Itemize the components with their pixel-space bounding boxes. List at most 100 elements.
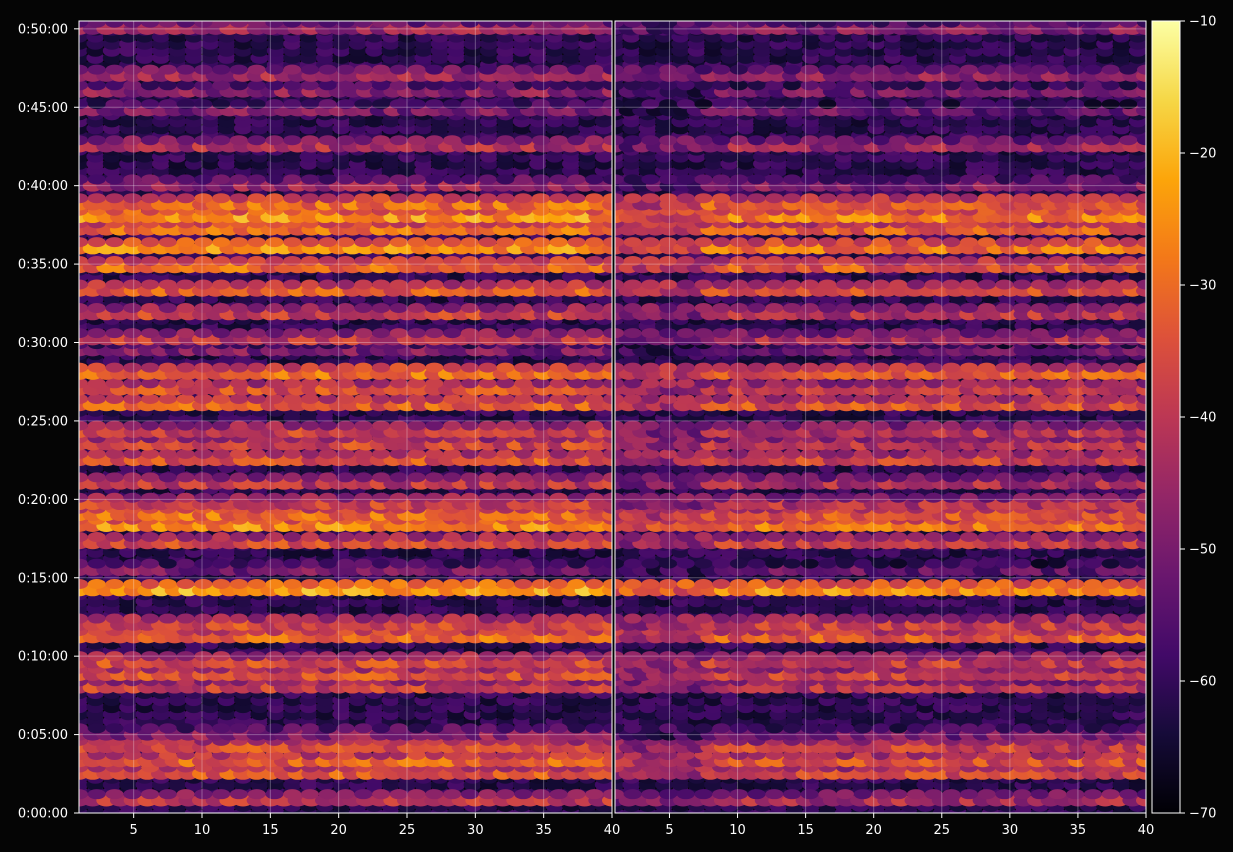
heat-cell [514,472,533,483]
heat-cell [585,472,604,483]
heat-cell [265,448,284,459]
heat-cell [336,492,355,503]
heat-cell [407,492,426,503]
heat-cell [354,472,373,483]
heatmap-left-panel [79,21,612,813]
heat-cell [407,531,426,542]
heat-cell [300,472,319,483]
heat-cell [194,723,213,734]
heat-cell [531,723,550,734]
heat-cell [318,789,337,800]
heat-cell [141,531,160,542]
heat-cell [158,531,177,542]
heat-cell [443,613,462,624]
heat-cell [336,531,355,542]
heat-cell [194,579,213,590]
heat-cell [212,492,231,503]
heat-cell [531,579,550,590]
heat-cell [514,789,533,800]
heat-cell [425,558,444,569]
heat-cell [265,789,284,800]
heat-cell [194,613,213,624]
heat-cell [460,472,479,483]
heat-cell [194,531,213,542]
heat-cell [496,613,515,624]
heat-cell [567,558,586,569]
heat-cell [549,579,568,590]
heat-cell [478,492,497,503]
heat-cell [389,579,408,590]
heat-cell [407,613,426,624]
heat-cell [300,579,319,590]
heat-cell [496,579,515,590]
heat-cell [549,492,568,503]
heat-cell [176,492,195,503]
heat-cell [105,789,124,800]
heat-cell [283,613,302,624]
heat-cell [105,579,124,590]
heat-cell [229,472,248,483]
heat-cell [300,789,319,800]
heat-cell [354,492,373,503]
heat-cell [123,723,142,734]
heat-cell [354,723,373,734]
heat-cell [123,472,142,483]
heat-cell [567,579,586,590]
heat-cell [229,579,248,590]
heat-cell [283,558,302,569]
heat-cell [549,558,568,569]
heat-cell [549,613,568,624]
heat-cell [407,789,426,800]
heat-cell [105,492,124,503]
heat-cell [141,613,160,624]
heat-cell [514,723,533,734]
heat-cell [372,492,391,503]
heat-cell [585,558,604,569]
heat-cell [514,492,533,503]
heat-cell [514,579,533,590]
heat-cell [354,613,373,624]
heat-cell [443,558,462,569]
heat-cell [247,558,266,569]
heat-cell [425,723,444,734]
heat-cell [567,789,586,800]
heat-cell [336,472,355,483]
heat-cell [318,558,337,569]
heat-cell [549,531,568,542]
heat-cell [300,531,319,542]
heat-cell [141,789,160,800]
heat-cell [247,579,266,590]
heat-cell [141,579,160,590]
heat-cell [158,723,177,734]
heat-cell [336,789,355,800]
heat-cell [158,558,177,569]
heat-cell [389,492,408,503]
heat-cell [531,472,550,483]
heat-cell [585,789,604,800]
heat-cell [123,531,142,542]
heat-cell [176,723,195,734]
heat-cell [443,723,462,734]
heat-cell [389,531,408,542]
heat-cell [87,531,106,542]
heat-cell [176,613,195,624]
heat-cell [460,492,479,503]
heat-cell [212,472,231,483]
heat-cell [87,613,106,624]
heat-cell [318,723,337,734]
heat-cell [567,613,586,624]
heat-cell [567,723,586,734]
heat-cell [87,448,106,459]
heat-cell [123,789,142,800]
heat-cell [496,531,515,542]
heat-cell [478,613,497,624]
heat-cell [372,613,391,624]
heat-cell [496,558,515,569]
heat-cell [531,492,550,503]
heat-cell [212,789,231,800]
heat-cell [496,723,515,734]
heat-cell [212,558,231,569]
heat-cell [123,558,142,569]
heat-cell [158,472,177,483]
